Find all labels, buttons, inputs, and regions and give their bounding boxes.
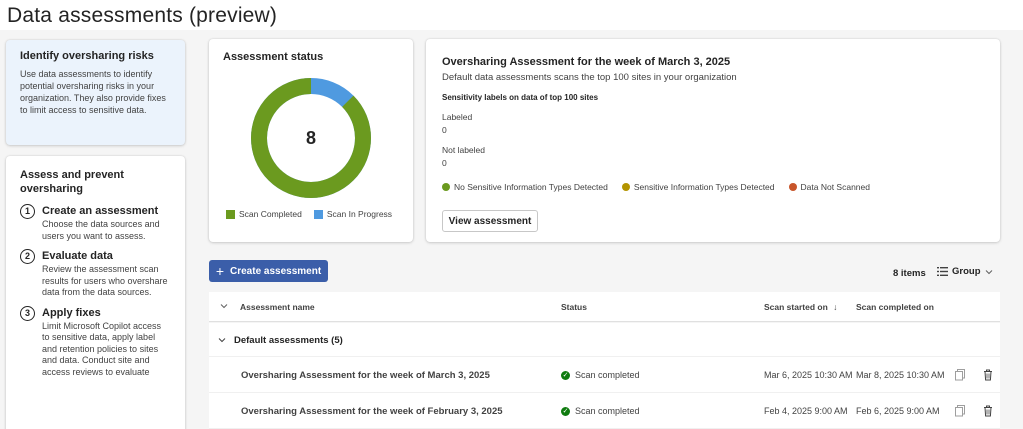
step-title: Evaluate data: [42, 250, 113, 262]
sort-down-arrow-icon: ↓: [833, 302, 838, 312]
legend-label: Data Not Scanned: [800, 182, 870, 192]
plus-icon: +: [215, 263, 224, 279]
legend-dot: [788, 183, 797, 191]
oversharing-summary-card: Oversharing Assessment for the week of M…: [426, 39, 1000, 242]
status-donut-chart: [251, 78, 371, 198]
check-circle-icon: ✓: [561, 406, 570, 416]
step-title: Apply fixes: [42, 306, 101, 319]
copy-icon[interactable]: [954, 404, 968, 418]
legend-no-sit: No Sensitive Information Types Detected: [442, 182, 608, 192]
row-status: ✓ Scan completed: [561, 370, 640, 380]
assess-prevent-card: Assess and prevent oversharing 1 Create …: [6, 156, 185, 429]
status-legend: Scan Completed Scan In Progress: [226, 209, 392, 219]
legend-label: Scan In Progress: [326, 209, 393, 219]
list-icon: [937, 267, 948, 276]
row-scan-started: Mar 6, 2025 10:30 AM: [764, 370, 853, 380]
expand-all-chevron-icon[interactable]: [220, 303, 228, 309]
identify-risks-text: Use data assessments to identify potenti…: [20, 69, 166, 115]
step-description: Choose the data sources and users you wa…: [42, 219, 160, 241]
chevron-down-icon: [985, 269, 992, 274]
step-apply-fixes: 3 Apply fixes Limit Microsoft Copilot ac…: [20, 305, 171, 379]
oversharing-title: Oversharing Assessment for the week of M…: [442, 56, 731, 68]
assessment-status-card: Assessment status 8 Scan Completed Scan …: [209, 39, 413, 242]
step-description: Review the assessment scan results for u…: [42, 264, 168, 297]
legend-swatch: [313, 209, 323, 219]
assessment-status-title: Assessment status: [223, 51, 324, 63]
legend-not-scanned: Data Not Scanned: [788, 182, 870, 192]
create-assessment-label: Create assessment: [230, 265, 322, 277]
step-number-icon: 1: [20, 204, 35, 219]
items-count: 8 items: [893, 268, 926, 279]
row-assessment-name[interactable]: Oversharing Assessment for the week of M…: [241, 370, 490, 381]
identify-risks-card: Identify oversharing risks Use data asse…: [6, 40, 185, 145]
column-status[interactable]: Status: [561, 302, 587, 312]
view-assessment-button[interactable]: View assessment: [442, 210, 538, 232]
step-create: 1 Create an assessment Choose the data s…: [20, 204, 171, 242]
column-assessment-name[interactable]: Assessment name: [240, 302, 315, 312]
legend-scan-in-progress: Scan In Progress: [313, 209, 393, 219]
legend-scan-completed: Scan Completed: [226, 209, 302, 219]
sensitivity-section-title: Sensitivity labels on data of top 100 si…: [442, 93, 599, 102]
legend-label: No Sensitive Information Types Detected: [454, 182, 608, 192]
column-scan-started[interactable]: Scan started on ↓: [764, 302, 837, 312]
row-status: ✓ Scan completed: [561, 406, 640, 416]
group-label-default: Default assessments (5): [234, 335, 343, 346]
group-label: Group: [952, 266, 981, 277]
row-status-label: Scan completed: [575, 370, 640, 380]
sensitivity-legend: No Sensitive Information Types Detected …: [442, 182, 984, 192]
identify-risks-title: Identify oversharing risks: [20, 50, 154, 62]
row-scan-started: Feb 4, 2025 9:00 AM: [764, 406, 848, 416]
page-title: Data assessments (preview): [7, 4, 278, 27]
labeled-label: Labeled: [442, 112, 473, 122]
legend-dot: [442, 183, 450, 191]
group-header-default[interactable]: Default assessments (5): [209, 323, 1000, 357]
legend-swatch: [226, 209, 235, 219]
row-scan-completed: Feb 6, 2025 9:00 AM: [856, 406, 940, 416]
labeled-value: 0: [442, 125, 447, 135]
step-number-icon: 3: [20, 305, 35, 321]
step-description: Limit Microsoft Copilot access to sensit…: [42, 320, 162, 377]
column-scan-completed[interactable]: Scan completed on: [856, 302, 934, 312]
not-labeled-label: Not labeled: [442, 145, 486, 155]
trash-icon[interactable]: [981, 404, 995, 418]
column-scan-started-label: Scan started on: [764, 302, 828, 312]
copy-icon[interactable]: [954, 368, 968, 382]
legend-dot: [621, 183, 630, 191]
group-button[interactable]: Group: [937, 266, 993, 277]
row-assessment-name[interactable]: Oversharing Assessment for the week of F…: [241, 406, 503, 417]
row-scan-completed: Mar 8, 2025 10:30 AM: [856, 370, 945, 380]
donut-segment-completed: [251, 78, 371, 198]
table-row[interactable]: Oversharing Assessment for the week of M…: [209, 357, 1000, 393]
legend-label: Sensitive Information Types Detected: [633, 182, 775, 192]
assessments-table: Assessment name Status Scan started on ↓…: [209, 292, 1000, 429]
chevron-down-icon[interactable]: [218, 337, 226, 343]
oversharing-subtitle: Default data assessments scans the top 1…: [442, 72, 737, 83]
step-number-icon: 2: [20, 249, 35, 264]
donut-total-count: 8: [305, 127, 316, 148]
row-status-label: Scan completed: [575, 406, 640, 416]
create-assessment-button[interactable]: + Create assessment: [209, 260, 328, 282]
step-evaluate: 2 Evaluate data Review the assessment sc…: [20, 249, 171, 299]
table-row[interactable]: Oversharing Assessment for the week of F…: [209, 393, 1000, 429]
trash-icon[interactable]: [981, 368, 995, 382]
legend-sit-detected: Sensitive Information Types Detected: [621, 182, 775, 192]
table-header: Assessment name Status Scan started on ↓…: [209, 292, 1000, 322]
not-labeled-value: 0: [442, 158, 447, 168]
step-title: Create an assessment: [42, 205, 159, 217]
assess-prevent-title: Assess and prevent oversharing: [20, 169, 124, 195]
check-circle-icon: ✓: [561, 370, 570, 380]
legend-label: Scan Completed: [239, 209, 302, 219]
